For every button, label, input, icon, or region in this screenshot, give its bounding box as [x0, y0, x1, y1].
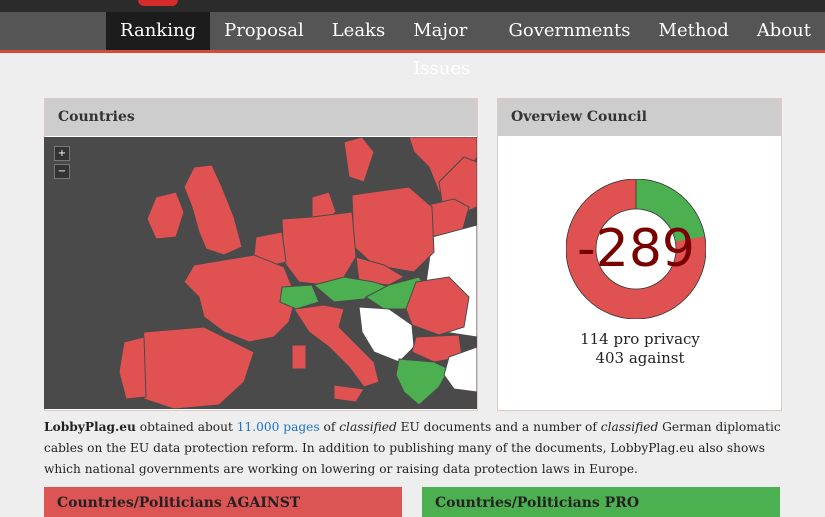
pages-link[interactable]: 11.000 pages	[236, 420, 320, 434]
europe-map[interactable]: + −	[44, 137, 477, 409]
nav-ranking[interactable]: Ranking	[106, 12, 211, 50]
country-sicily[interactable]	[333, 384, 365, 403]
country-portugal[interactable]	[118, 336, 147, 400]
nav-major-issues[interactable]: Major Issues	[413, 20, 471, 79]
intro-text-2: of	[319, 420, 340, 434]
country-sweden-south[interactable]	[343, 137, 375, 183]
country-germany[interactable]	[281, 211, 357, 286]
top-bar	[0, 0, 825, 12]
countries-title: Countries	[45, 99, 477, 136]
against-box-title: Countries/Politicians AGAINST	[57, 495, 301, 511]
country-romania[interactable]	[405, 276, 470, 336]
country-uk[interactable]	[183, 164, 243, 256]
country-sardinia[interactable]	[291, 344, 307, 370]
zoom-out-button[interactable]: −	[54, 164, 70, 179]
intro-text-4: German diplomatic cables on the EU data …	[44, 420, 781, 476]
intro-emphasis-2: classified	[600, 420, 659, 434]
logo[interactable]	[138, 0, 178, 6]
nav-governments[interactable]: Governments	[508, 20, 631, 41]
against-box: Countries/Politicians AGAINST	[44, 487, 402, 517]
nav-leaks[interactable]: Leaks	[331, 20, 386, 41]
country-ireland[interactable]	[146, 191, 185, 240]
map-svg	[118, 137, 477, 409]
country-greece[interactable]	[395, 358, 450, 406]
pro-box-title: Countries/Politicians PRO	[435, 495, 640, 511]
country-balkans[interactable]	[358, 306, 415, 363]
intro-paragraph: LobbyPlag.eu obtained about 11.000 pages…	[44, 417, 782, 480]
nav-method[interactable]: Method	[658, 20, 729, 41]
intro-emphasis-1: classified	[339, 420, 397, 434]
council-panel: Overview Council	[497, 98, 782, 411]
main-nav: Ranking Proposal Leaks Major Issues Gove…	[0, 12, 825, 79]
intro-text-1: obtained about	[135, 420, 237, 434]
country-turkey[interactable]	[443, 346, 477, 393]
intro-text-3: EU documents and a number of	[396, 420, 601, 434]
against-count: 403 against	[595, 349, 685, 367]
nav-proposal[interactable]: Proposal	[224, 20, 304, 41]
pro-box: Countries/Politicians PRO	[422, 487, 780, 517]
country-poland[interactable]	[351, 186, 435, 273]
pro-privacy-count: 114 pro privacy	[580, 330, 700, 348]
country-spain[interactable]	[138, 326, 255, 409]
council-score: -289	[576, 219, 695, 279]
country-france[interactable]	[183, 254, 297, 343]
council-donut: -289	[565, 178, 707, 320]
zoom-in-button[interactable]: +	[54, 146, 70, 161]
nav-about[interactable]: About	[756, 20, 811, 41]
council-title: Overview Council	[498, 99, 781, 136]
country-czechia[interactable]	[355, 256, 406, 286]
brand-name: LobbyPlag.eu	[44, 420, 136, 434]
country-switzerland[interactable]	[279, 284, 320, 310]
country-italy[interactable]	[293, 304, 380, 388]
